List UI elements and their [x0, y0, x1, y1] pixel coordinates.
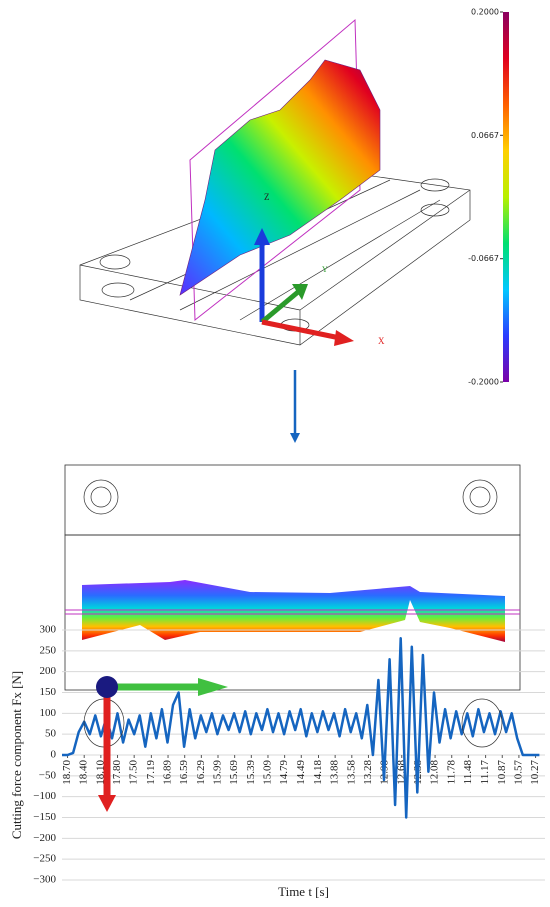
- y-tick-label: 300: [40, 624, 57, 636]
- y-tick-label: −100: [33, 790, 56, 802]
- x-tick-label: 10.57: [512, 760, 524, 785]
- y-tick-label: −250: [33, 853, 56, 865]
- x-tick-label: 18.10: [94, 760, 106, 785]
- axis-letter: Y: [322, 265, 328, 274]
- series-line: [62, 637, 540, 819]
- axis-letter: Z: [264, 192, 270, 202]
- x-tick-label: 13.28: [362, 760, 374, 785]
- x-tick-label: 11.78: [445, 760, 457, 785]
- y-tick-label: −50: [39, 769, 57, 781]
- x-tick-label: 17.19: [145, 760, 157, 785]
- x-tick-label: 17.80: [111, 760, 123, 785]
- x-tick-label: 13.88: [329, 760, 341, 785]
- y-tick-label: 250: [40, 644, 57, 656]
- x-tick-label: 10.27: [529, 760, 541, 785]
- x-tick-label: 16.59: [178, 760, 190, 785]
- colorbar-tick-label: 0.0667: [471, 131, 499, 140]
- x-tick-label: 16.29: [195, 760, 207, 785]
- y-tick-label: 200: [40, 665, 57, 677]
- x-tick-label: 17.50: [128, 760, 140, 785]
- x-tick-label: 11.48: [462, 760, 474, 785]
- y-tick-label: −300: [33, 874, 56, 886]
- x-tick-label: 16.89: [162, 760, 174, 785]
- x-tick-label: 10.87: [496, 760, 508, 785]
- colorbar-scale: [503, 12, 509, 382]
- x-tick-label: 14.18: [312, 760, 324, 785]
- x-tick-label: 18.40: [78, 760, 90, 785]
- y-tick-label: 0: [51, 749, 57, 761]
- y-tick-label: −200: [33, 832, 56, 844]
- x-tick-label: 12.08: [429, 760, 441, 785]
- model-3d: Z Y X: [79, 18, 471, 346]
- x-tick-label: 14.49: [295, 760, 307, 785]
- colorbar-tick-label: -0.2000: [468, 378, 499, 387]
- top-view: [64, 464, 521, 691]
- x-tick-label: 11.17: [479, 760, 491, 785]
- colorbar: 0.2000 0.0667 -0.0667 -0.2000: [468, 8, 509, 387]
- x-tick-label: 14.79: [278, 760, 290, 785]
- y-tick-label: 50: [45, 728, 57, 740]
- x-tick-label: 18.70: [61, 760, 73, 785]
- y-tick-label: 100: [40, 707, 57, 719]
- x-tick-label: 15.09: [262, 760, 274, 785]
- colorbar-tick-label: -0.0667: [468, 254, 499, 263]
- markers: [83, 676, 503, 812]
- x-tick-label: 15.69: [228, 760, 240, 785]
- axis-letter: X: [378, 336, 385, 346]
- x-axis-label: Time t [s]: [278, 884, 329, 899]
- plot: 300 250 200 150 100 50 0 −50 −100 −150 −200 −250 −30…: [9, 624, 545, 899]
- x-tick-label: 13.58: [345, 760, 357, 785]
- y-tick-label: 150: [40, 686, 57, 698]
- y-tick-label: −150: [33, 811, 56, 823]
- y-axis-label: Cutting force component Fx [N]: [9, 671, 24, 839]
- colorbar-tick-label: 0.2000: [471, 8, 499, 17]
- x-tick-label: 15.39: [245, 760, 257, 785]
- x-tick-label: 15.99: [212, 760, 224, 785]
